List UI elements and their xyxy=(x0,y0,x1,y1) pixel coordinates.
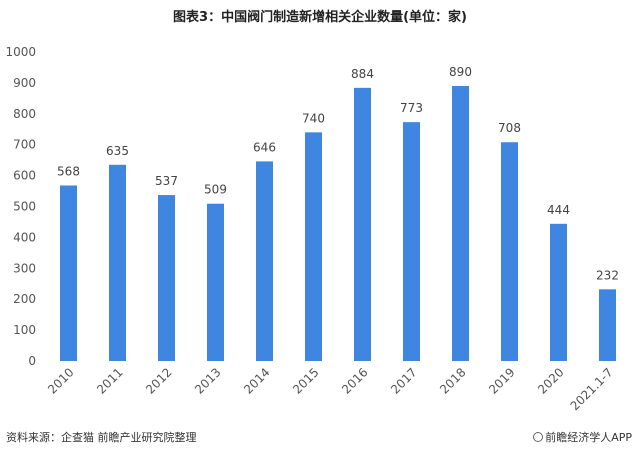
x-tick-label-2020: 2020 xyxy=(535,365,566,396)
x-tick-label-2015: 2015 xyxy=(290,365,321,396)
brand-name: 前瞻经济学人APP xyxy=(545,431,632,444)
y-tick-label: 100 xyxy=(13,323,36,337)
data-label-2012: 537 xyxy=(155,174,178,188)
brand-logo-icon xyxy=(533,432,544,442)
bar-2015 xyxy=(305,132,322,361)
y-tick-label: 900 xyxy=(13,76,36,90)
y-tick-label: 600 xyxy=(13,169,36,183)
y-tick-label: 0 xyxy=(28,354,36,368)
x-tick-label-2021.1-7: 2021.1-7 xyxy=(568,365,616,413)
data-label-2013: 509 xyxy=(204,183,227,197)
y-tick-label: 1000 xyxy=(5,45,36,59)
bars xyxy=(60,85,616,362)
data-label-2011: 635 xyxy=(106,144,129,158)
bar-2013 xyxy=(207,203,224,361)
bar-2017 xyxy=(403,122,420,361)
x-tick-label-2014: 2014 xyxy=(241,365,272,396)
x-tick-label-2017: 2017 xyxy=(388,365,419,396)
x-tick-label-2011: 2011 xyxy=(94,365,125,396)
data-label-2016: 884 xyxy=(351,67,374,81)
bar-2014 xyxy=(256,161,273,361)
data-label-2019: 708 xyxy=(498,121,521,135)
y-tick-label: 500 xyxy=(13,200,36,214)
x-tick-label-2018: 2018 xyxy=(437,365,468,396)
bar-2016 xyxy=(354,87,371,362)
bar-2019 xyxy=(501,142,518,361)
value-labels: 568 635 537 509 646 740 884 773 890 708 444 232 xyxy=(57,65,619,282)
data-label-2018: 890 xyxy=(449,65,472,79)
data-label-2010: 568 xyxy=(57,164,80,178)
chart-title: 图表3：中国阀门制造新增相关企业数量(单位：家) xyxy=(173,10,467,25)
source-note: 资料来源：企查猫 前瞻产业研究院整理 xyxy=(6,431,197,444)
data-label-2017: 773 xyxy=(400,101,423,115)
x-tick-label-2010: 2010 xyxy=(45,365,76,396)
bar-2020 xyxy=(550,223,567,361)
y-tick-label: 200 xyxy=(13,292,36,306)
x-tick-label-2019: 2019 xyxy=(486,365,517,396)
x-tick-label-2016: 2016 xyxy=(339,365,370,396)
y-tick-label: 300 xyxy=(13,261,36,275)
y-tick-label: 700 xyxy=(13,138,36,152)
brand-credit: 前瞻经济学人APP xyxy=(533,429,632,445)
y-axis: 0 100 200 300 400 500 600 700 800 900 1000 xyxy=(5,45,36,368)
bar-2021.1-7 xyxy=(599,289,616,361)
y-tick-label: 400 xyxy=(13,230,36,244)
y-tick-label: 800 xyxy=(13,107,36,121)
x-axis: 2010 2011 2012 2013 2014 2015 2016 2017 2018 2019… xyxy=(45,365,615,413)
bar-2010 xyxy=(60,185,77,361)
bar-2018 xyxy=(452,85,469,362)
data-label-2014: 646 xyxy=(253,140,276,154)
data-label-2020: 444 xyxy=(547,203,570,217)
x-tick-label-2013: 2013 xyxy=(192,365,223,396)
bar-2012 xyxy=(158,195,175,361)
data-label-2021.1-7: 232 xyxy=(596,268,619,282)
x-tick-label-2012: 2012 xyxy=(143,365,174,396)
bar-2011 xyxy=(109,164,126,361)
data-label-2015: 740 xyxy=(302,111,325,125)
